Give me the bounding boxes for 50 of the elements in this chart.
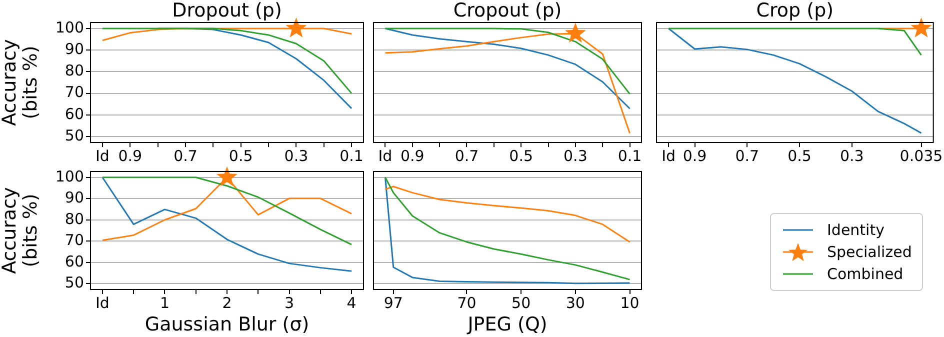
x-tick-label: 97 — [384, 294, 403, 312]
x-tick-label: Id — [95, 294, 110, 312]
x-tick-label: 0.9 — [118, 146, 142, 165]
x-tick-label: 0.035 — [900, 146, 943, 165]
y-axis-title: Accuracy (bits %) — [0, 39, 42, 126]
y-tick-label: 90 — [64, 188, 84, 207]
x-tick-label: Id — [662, 146, 676, 165]
y-tick-label: 80 — [64, 62, 84, 80]
x-tick-label: 0.1 — [340, 146, 364, 165]
x-tick-label: 0.9 — [400, 146, 424, 165]
x-tick-label: 0.5 — [788, 146, 812, 165]
x-tick-label: 0.7 — [174, 146, 198, 165]
x-tick-label: 1 — [160, 294, 170, 312]
y-tick-label: 80 — [64, 210, 84, 228]
x-axis-title: JPEG (Q) — [466, 314, 548, 336]
x-tick-label: 0.5 — [509, 146, 534, 165]
y-tick-label: 60 — [64, 104, 84, 123]
x-tick-label: 70 — [457, 294, 476, 312]
y-tick-label: 100 — [55, 167, 84, 186]
x-tick-label: 3 — [284, 294, 294, 312]
y-tick-label: 50 — [64, 274, 84, 292]
chart-title: Cropout (p) — [453, 0, 562, 22]
legend-label: Specialized — [827, 243, 912, 261]
x-tick-label: 4 — [346, 294, 356, 312]
y-tick-label: 50 — [64, 126, 84, 144]
legend-label: Identity — [827, 221, 884, 239]
y-tick-label: 90 — [64, 40, 84, 58]
x-tick-label: 0.3 — [840, 146, 864, 165]
x-tick-label: 2 — [222, 294, 232, 312]
x-tick-label: Id — [378, 146, 392, 165]
y-tick-label: 100 — [55, 18, 84, 36]
chart-title: Dropout (p) — [172, 0, 282, 22]
y-tick-label: 70 — [64, 231, 84, 250]
x-tick-label: 0.7 — [735, 146, 760, 165]
y-axis-title: Accuracy (bits %) — [0, 187, 42, 274]
x-tick-label: 0.1 — [618, 146, 642, 165]
x-tick-label: 0.7 — [454, 146, 479, 165]
y-tick-label: 60 — [64, 252, 84, 270]
x-tick-label: 30 — [566, 294, 585, 312]
x-tick-label: 0.9 — [682, 146, 707, 165]
x-tick-label: 0.5 — [228, 146, 253, 165]
x-axis-title: Gaussian Blur (σ) — [144, 314, 310, 336]
x-tick-label: 0.3 — [564, 146, 588, 165]
chart-title: Crop (p) — [756, 0, 834, 22]
y-tick-label: 70 — [64, 83, 84, 102]
legend-label: Combined — [827, 265, 904, 283]
x-tick-label: 10 — [620, 294, 640, 312]
x-tick-label: 0.3 — [284, 146, 308, 165]
x-tick-label: 50 — [512, 294, 531, 312]
x-tick-label: Id — [95, 146, 110, 165]
